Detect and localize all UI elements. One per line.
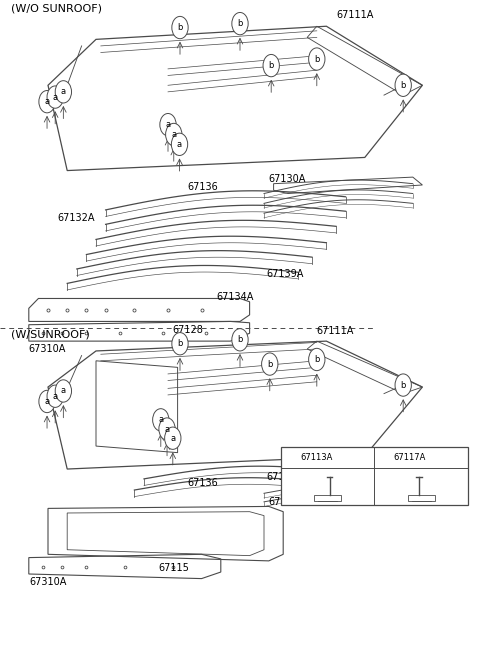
Text: a: a [53, 392, 58, 401]
Text: a: a [289, 453, 294, 462]
Text: 67111A: 67111A [336, 10, 373, 20]
Text: a: a [165, 424, 169, 434]
Text: b: b [237, 335, 243, 344]
Text: 67130A: 67130A [266, 472, 304, 482]
Text: b: b [400, 380, 406, 390]
Text: a: a [53, 92, 58, 102]
Text: 67132A: 67132A [58, 213, 95, 223]
Text: a: a [177, 140, 182, 149]
Text: 67128: 67128 [173, 325, 204, 335]
Circle shape [232, 329, 248, 351]
Circle shape [395, 374, 411, 396]
Text: a: a [158, 415, 163, 424]
Circle shape [55, 380, 72, 402]
Text: 67130A: 67130A [269, 174, 306, 184]
Circle shape [165, 427, 181, 449]
Text: (W/SUNROOF): (W/SUNROOF) [11, 330, 89, 340]
Text: b: b [267, 359, 273, 369]
Circle shape [309, 48, 325, 70]
Circle shape [262, 353, 278, 375]
Text: a: a [166, 120, 170, 129]
Circle shape [153, 409, 169, 431]
Text: 67117A: 67117A [394, 453, 426, 462]
Circle shape [172, 333, 188, 355]
Bar [281, 447, 468, 505]
Text: b: b [237, 19, 243, 28]
Circle shape [160, 113, 176, 136]
Text: 67134A: 67134A [216, 292, 253, 302]
Text: a: a [45, 397, 49, 406]
Text: b: b [177, 23, 183, 32]
Circle shape [39, 390, 55, 413]
Text: b: b [383, 453, 387, 462]
Circle shape [172, 16, 188, 39]
Text: b: b [400, 81, 406, 90]
Text: a: a [170, 434, 175, 443]
Circle shape [309, 348, 325, 371]
Circle shape [39, 91, 55, 113]
Text: b: b [314, 54, 320, 64]
Circle shape [395, 74, 411, 96]
Text: 67139A: 67139A [266, 269, 304, 279]
Circle shape [166, 123, 182, 146]
Text: b: b [314, 355, 320, 364]
Circle shape [47, 385, 63, 407]
Text: 67136: 67136 [187, 478, 218, 487]
Text: 67310A: 67310A [30, 577, 67, 587]
Text: 67115: 67115 [158, 563, 189, 573]
Text: b: b [177, 339, 183, 348]
Circle shape [171, 133, 188, 155]
Circle shape [379, 450, 391, 466]
Circle shape [286, 450, 297, 466]
Text: b: b [268, 61, 274, 70]
Text: 67136: 67136 [187, 182, 218, 192]
Circle shape [159, 418, 175, 440]
Text: (W/O SUNROOF): (W/O SUNROOF) [11, 3, 102, 13]
Text: 67139A: 67139A [269, 497, 306, 507]
Circle shape [55, 81, 72, 103]
Text: 67310A: 67310A [29, 344, 66, 354]
Text: a: a [171, 130, 176, 139]
Circle shape [263, 54, 279, 77]
Circle shape [47, 86, 63, 108]
Text: a: a [61, 87, 66, 96]
Text: 67113A: 67113A [300, 453, 332, 462]
Circle shape [232, 12, 248, 35]
Bar [314, 495, 341, 501]
Bar [408, 495, 435, 501]
Text: a: a [61, 386, 66, 396]
Text: 67111A: 67111A [317, 326, 354, 336]
Text: a: a [45, 97, 49, 106]
